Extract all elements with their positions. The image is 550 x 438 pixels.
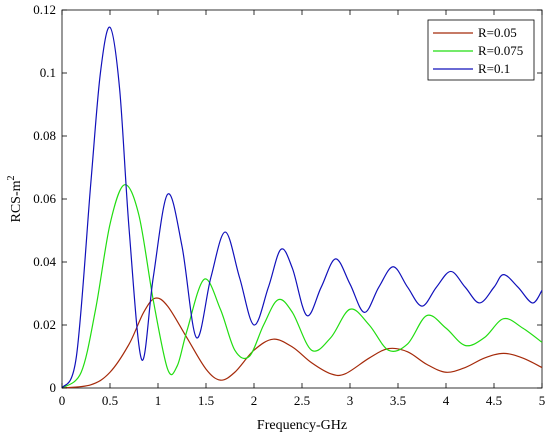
x-tick-label: 4	[443, 393, 450, 408]
y-tick-label: 0.04	[33, 254, 56, 269]
series-layer	[61, 26, 543, 389]
legend-label-1: R=0.05	[478, 25, 517, 40]
legend-label-3: R=0.1	[478, 61, 510, 76]
x-tick-label: 2.5	[294, 393, 310, 408]
x-tick-label: 0	[59, 393, 66, 408]
series-line-3	[61, 26, 543, 389]
ticks-layer: 0 0.5 1 1.5 2 2.5 3 3.5 4 4.5 5 0 0.02 0.04 0.06 0.08 0.…	[33, 2, 545, 408]
y-axis-label: RCS-m2	[6, 175, 24, 222]
y-tick-label: 0.1	[40, 65, 56, 80]
x-tick-label: 3.5	[390, 393, 406, 408]
y-tick-label: 0	[50, 380, 57, 395]
legend-box	[427, 19, 535, 81]
x-tick-label: 0.5	[102, 393, 118, 408]
y-tick-label: 0.06	[33, 191, 56, 206]
legend-label-2: R=0.075	[478, 43, 523, 58]
x-tick-label: 4.5	[486, 393, 502, 408]
x-tick-label: 1.5	[198, 393, 214, 408]
x-tick-label: 5	[539, 393, 546, 408]
y-tick-label: 0.02	[33, 317, 56, 332]
y-tick-label: 0.12	[33, 2, 56, 17]
y-tick-label: 0.08	[33, 128, 56, 143]
x-axis-label: Frequency-GHz	[257, 418, 347, 433]
series-line-2	[61, 184, 543, 389]
y-axis-label-main: RCS-m	[9, 180, 24, 222]
y-axis-label-superscript: 2	[6, 175, 17, 180]
x-tick-label: 1	[155, 393, 162, 408]
series-line-1	[61, 297, 543, 389]
legend: R=0.05 R=0.075 R=0.1	[427, 19, 535, 81]
x-tick-label: 2	[251, 393, 258, 408]
x-tick-label: 3	[347, 393, 354, 408]
